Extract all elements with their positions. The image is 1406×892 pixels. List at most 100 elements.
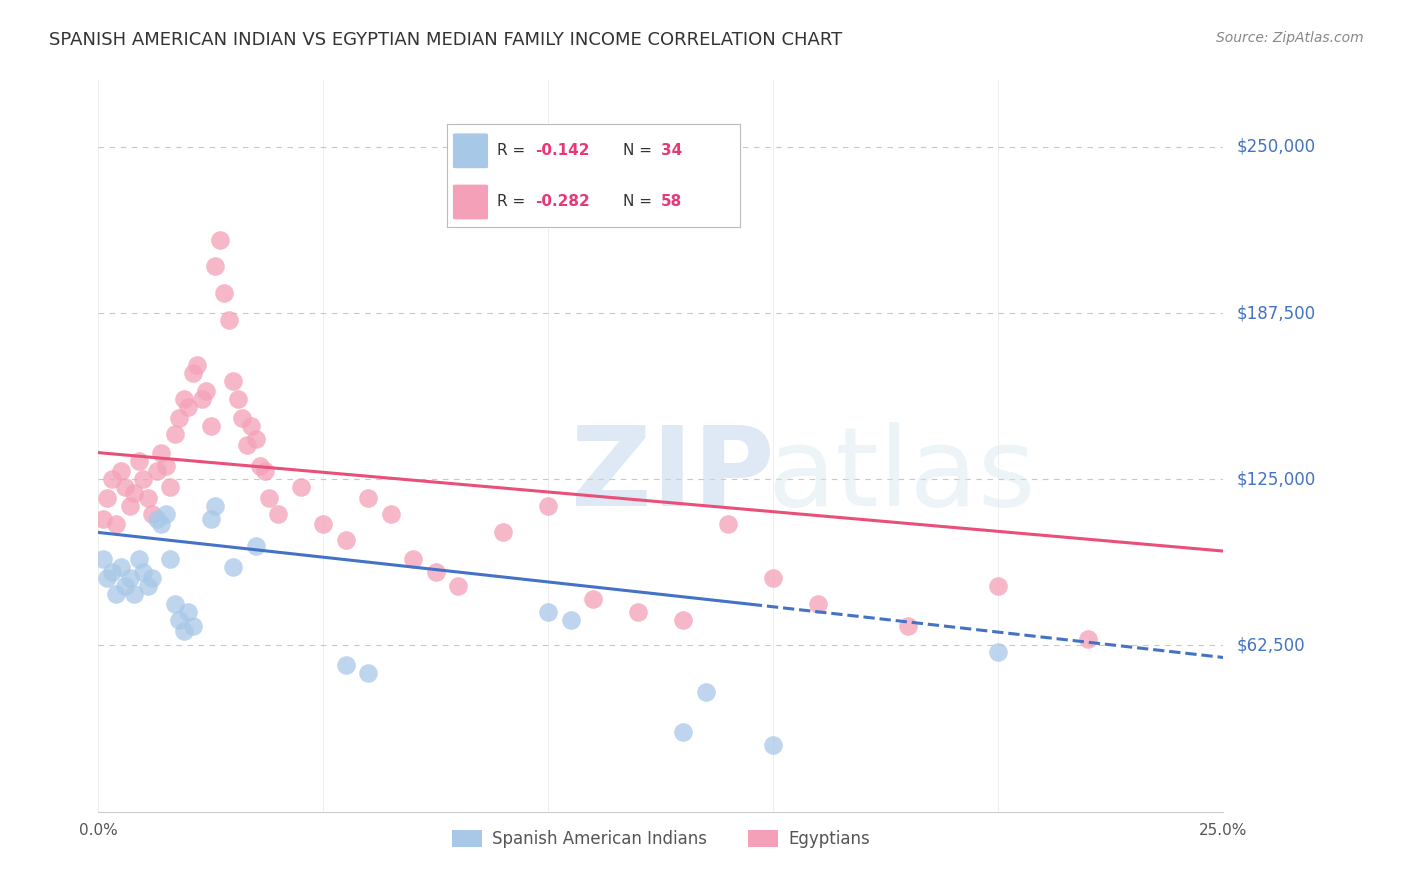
Point xyxy=(124,485,146,500)
Text: $250,000: $250,000 xyxy=(1237,137,1316,156)
Point xyxy=(218,312,240,326)
Point xyxy=(236,438,259,452)
Point xyxy=(1077,632,1099,646)
Point xyxy=(380,507,402,521)
Point xyxy=(141,571,163,585)
Point xyxy=(177,401,200,415)
Point xyxy=(208,233,231,247)
Point xyxy=(163,427,186,442)
Point xyxy=(214,286,236,301)
Point xyxy=(136,579,159,593)
Point xyxy=(560,613,582,627)
Point xyxy=(110,560,132,574)
Point xyxy=(146,512,169,526)
Legend: Spanish American Indians, Egyptians: Spanish American Indians, Egyptians xyxy=(444,823,877,855)
Point xyxy=(897,618,920,632)
Point xyxy=(402,552,425,566)
Point xyxy=(128,552,150,566)
Point xyxy=(173,624,195,638)
Point xyxy=(101,566,124,580)
Point xyxy=(105,517,128,532)
Point xyxy=(312,517,335,532)
Point xyxy=(672,725,695,739)
Point xyxy=(245,539,267,553)
Point xyxy=(204,499,226,513)
Point xyxy=(155,458,177,473)
Point xyxy=(141,507,163,521)
Point xyxy=(150,517,173,532)
Point xyxy=(226,392,249,407)
Point xyxy=(231,411,253,425)
Point xyxy=(155,507,177,521)
Point xyxy=(259,491,281,505)
Point xyxy=(245,433,267,447)
Point xyxy=(335,533,357,548)
Point xyxy=(987,579,1010,593)
Point xyxy=(249,458,271,473)
Point xyxy=(146,464,169,478)
Point xyxy=(150,445,173,459)
Point xyxy=(582,591,605,606)
Point xyxy=(105,586,128,600)
Point xyxy=(101,472,124,486)
Point xyxy=(96,491,118,505)
Point xyxy=(200,419,222,434)
Point xyxy=(357,491,380,505)
Point xyxy=(290,480,312,494)
Point xyxy=(91,512,114,526)
Point xyxy=(627,605,650,619)
Text: $62,500: $62,500 xyxy=(1237,637,1306,655)
Point xyxy=(191,392,214,407)
Point xyxy=(200,512,222,526)
Point xyxy=(717,517,740,532)
Point xyxy=(537,499,560,513)
Point xyxy=(335,658,357,673)
Text: $125,000: $125,000 xyxy=(1237,470,1316,488)
Point xyxy=(132,566,155,580)
Point xyxy=(118,571,141,585)
Point xyxy=(222,374,245,388)
Point xyxy=(492,525,515,540)
Point xyxy=(447,579,470,593)
Point xyxy=(124,586,146,600)
Point xyxy=(204,260,226,274)
Point xyxy=(118,499,141,513)
Point xyxy=(132,472,155,486)
Point xyxy=(357,666,380,681)
Point xyxy=(537,605,560,619)
Point xyxy=(159,552,181,566)
Point xyxy=(695,685,717,699)
Point xyxy=(195,384,218,399)
Point xyxy=(169,613,191,627)
Text: SPANISH AMERICAN INDIAN VS EGYPTIAN MEDIAN FAMILY INCOME CORRELATION CHART: SPANISH AMERICAN INDIAN VS EGYPTIAN MEDI… xyxy=(49,31,842,49)
Point xyxy=(186,358,208,372)
Point xyxy=(672,613,695,627)
Point xyxy=(425,566,447,580)
Text: Source: ZipAtlas.com: Source: ZipAtlas.com xyxy=(1216,31,1364,45)
Point xyxy=(110,464,132,478)
Text: $187,500: $187,500 xyxy=(1237,304,1316,322)
Point xyxy=(136,491,159,505)
Point xyxy=(169,411,191,425)
Point xyxy=(181,366,204,380)
Point xyxy=(267,507,290,521)
Point xyxy=(177,605,200,619)
Text: atlas: atlas xyxy=(768,422,1036,529)
Point xyxy=(91,552,114,566)
Point xyxy=(222,560,245,574)
Point xyxy=(807,597,830,611)
Point xyxy=(987,645,1010,659)
Point xyxy=(96,571,118,585)
Point xyxy=(762,738,785,752)
Point xyxy=(173,392,195,407)
Point xyxy=(762,571,785,585)
Point xyxy=(181,618,204,632)
Point xyxy=(128,453,150,467)
Point xyxy=(163,597,186,611)
Point xyxy=(114,579,136,593)
Text: ZIP: ZIP xyxy=(571,422,775,529)
Point xyxy=(159,480,181,494)
Point xyxy=(114,480,136,494)
Point xyxy=(253,464,276,478)
Point xyxy=(240,419,263,434)
